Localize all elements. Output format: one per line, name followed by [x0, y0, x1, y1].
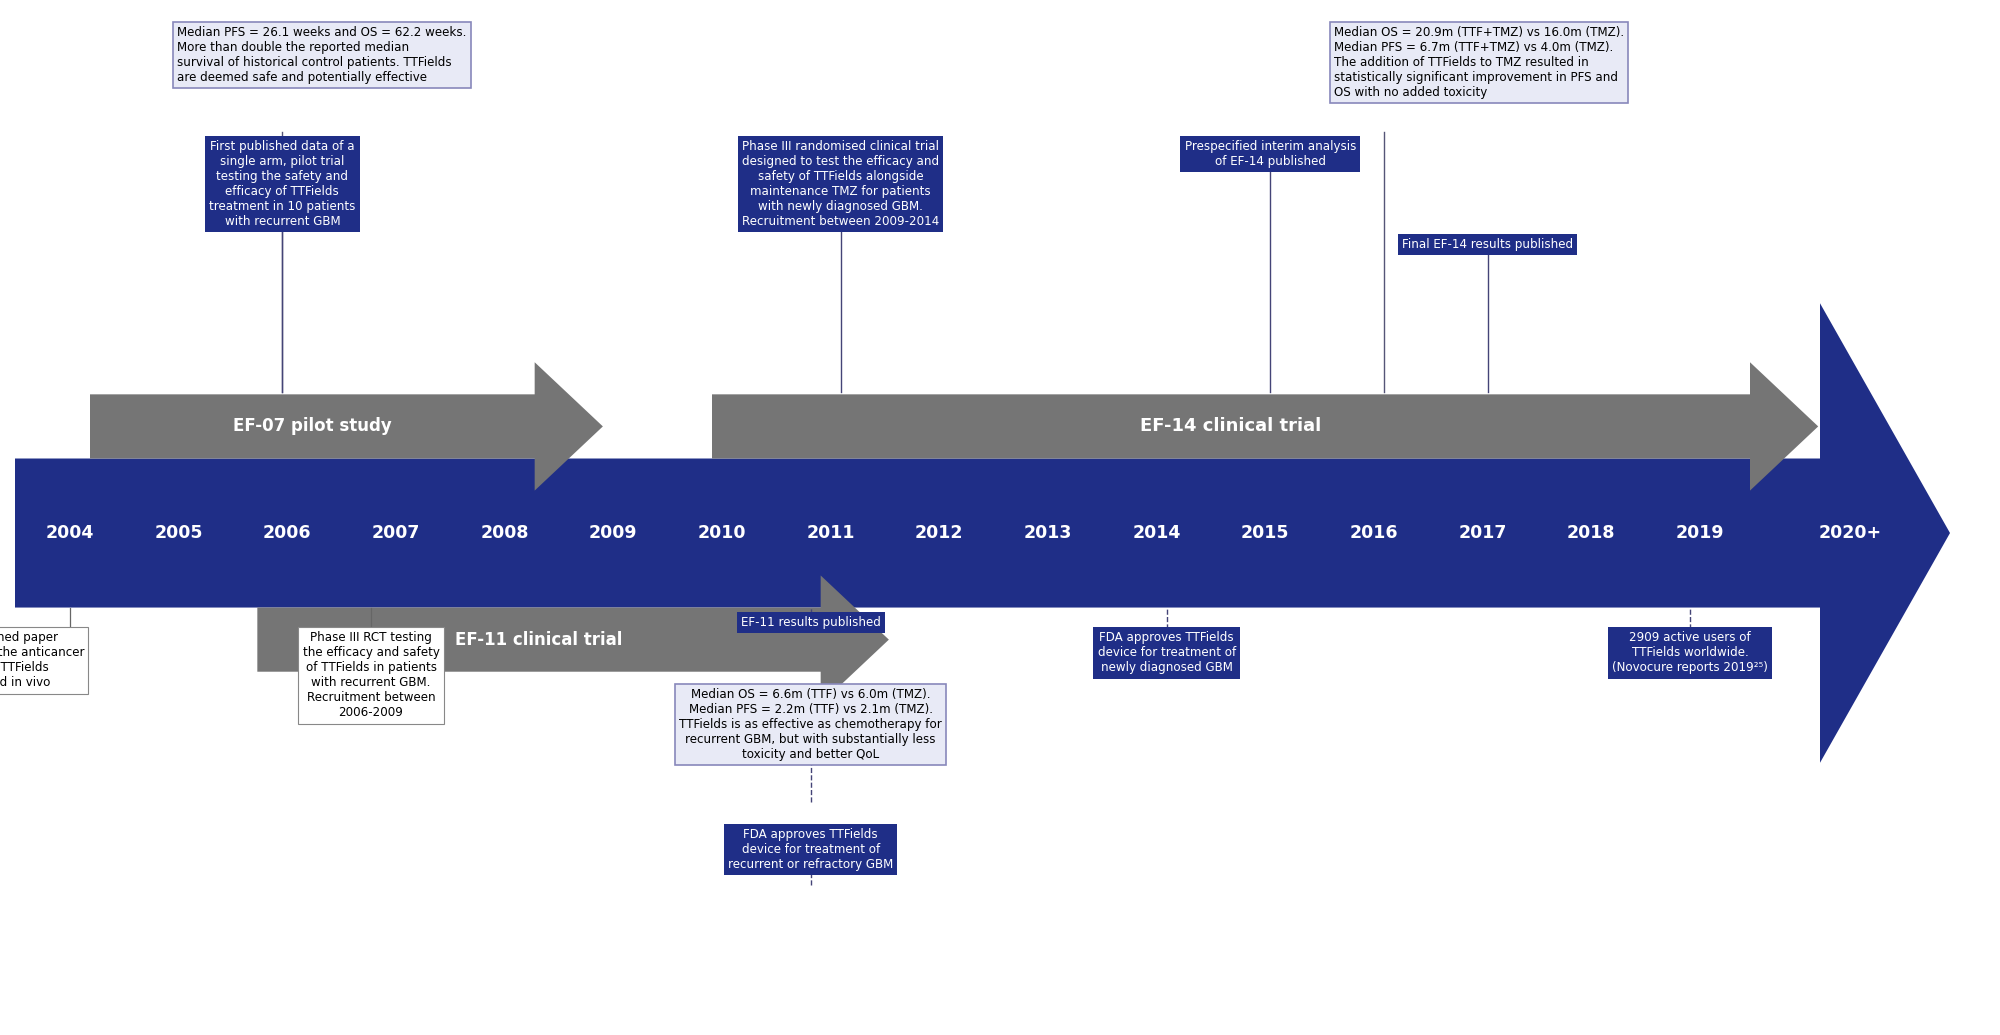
Text: 2012: 2012	[916, 524, 964, 542]
Text: Phase III randomised clinical trial
designed to test the efficacy and
safety of : Phase III randomised clinical trial desi…	[742, 140, 940, 228]
Text: EF-11 results published: EF-11 results published	[740, 616, 880, 629]
Text: 2019: 2019	[1676, 524, 1724, 542]
Text: Final EF-14 results published: Final EF-14 results published	[1402, 238, 1574, 252]
Text: 2007: 2007	[372, 524, 420, 542]
Text: 2004: 2004	[46, 524, 94, 542]
Text: 2909 active users of
TTFields worldwide.
(Novocure reports 2019²⁵): 2909 active users of TTFields worldwide.…	[1612, 631, 1768, 675]
Text: 2013: 2013	[1024, 524, 1072, 542]
Text: Median PFS = 26.1 weeks and OS = 62.2 weeks.
More than double the reported media: Median PFS = 26.1 weeks and OS = 62.2 we…	[178, 26, 466, 84]
Text: EF-07 pilot study: EF-07 pilot study	[232, 417, 392, 436]
Text: 2017: 2017	[1458, 524, 1506, 542]
Text: EF-11 clinical trial: EF-11 clinical trial	[456, 630, 622, 649]
Polygon shape	[16, 303, 1950, 763]
Text: 2018: 2018	[1568, 524, 1616, 542]
Text: FDA approves TTFields
device for treatment of
recurrent or refractory GBM: FDA approves TTFields device for treatme…	[728, 828, 894, 871]
Text: First published data of a
single arm, pilot trial
testing the safety and
efficac: First published data of a single arm, pi…	[210, 140, 356, 228]
Text: 2010: 2010	[698, 524, 746, 542]
Polygon shape	[712, 362, 1818, 491]
Text: 2011: 2011	[806, 524, 854, 542]
Text: Prespecified interim analysis
of EF-14 published: Prespecified interim analysis of EF-14 p…	[1184, 140, 1356, 168]
Text: Median OS = 6.6m (TTF) vs 6.0m (TMZ).
Median PFS = 2.2m (TTF) vs 2.1m (TMZ).
TTF: Median OS = 6.6m (TTF) vs 6.0m (TMZ). Me…	[680, 688, 942, 762]
Text: 2006: 2006	[264, 524, 312, 542]
Polygon shape	[90, 362, 602, 491]
Text: Phase III RCT testing
the efficacy and safety
of TTFields in patients
with recur: Phase III RCT testing the efficacy and s…	[302, 631, 440, 719]
Text: 2008: 2008	[480, 524, 528, 542]
Polygon shape	[258, 575, 888, 704]
Text: First published paper
demonstrating the anticancer
effects of TTFields
in vitro : First published paper demonstrating the …	[0, 631, 84, 689]
Text: EF-14 clinical trial: EF-14 clinical trial	[1140, 417, 1322, 436]
Text: 2015: 2015	[1242, 524, 1290, 542]
Text: Median OS = 20.9m (TTF+TMZ) vs 16.0m (TMZ).
Median PFS = 6.7m (TTF+TMZ) vs 4.0m : Median OS = 20.9m (TTF+TMZ) vs 16.0m (TM…	[1334, 26, 1624, 99]
Text: FDA approves TTFields
device for treatment of
newly diagnosed GBM: FDA approves TTFields device for treatme…	[1098, 631, 1236, 675]
Text: 2014: 2014	[1132, 524, 1180, 542]
Text: 2020+: 2020+	[1818, 524, 1882, 542]
Text: 2005: 2005	[154, 524, 202, 542]
Text: 2016: 2016	[1350, 524, 1398, 542]
Text: 2009: 2009	[590, 524, 638, 542]
